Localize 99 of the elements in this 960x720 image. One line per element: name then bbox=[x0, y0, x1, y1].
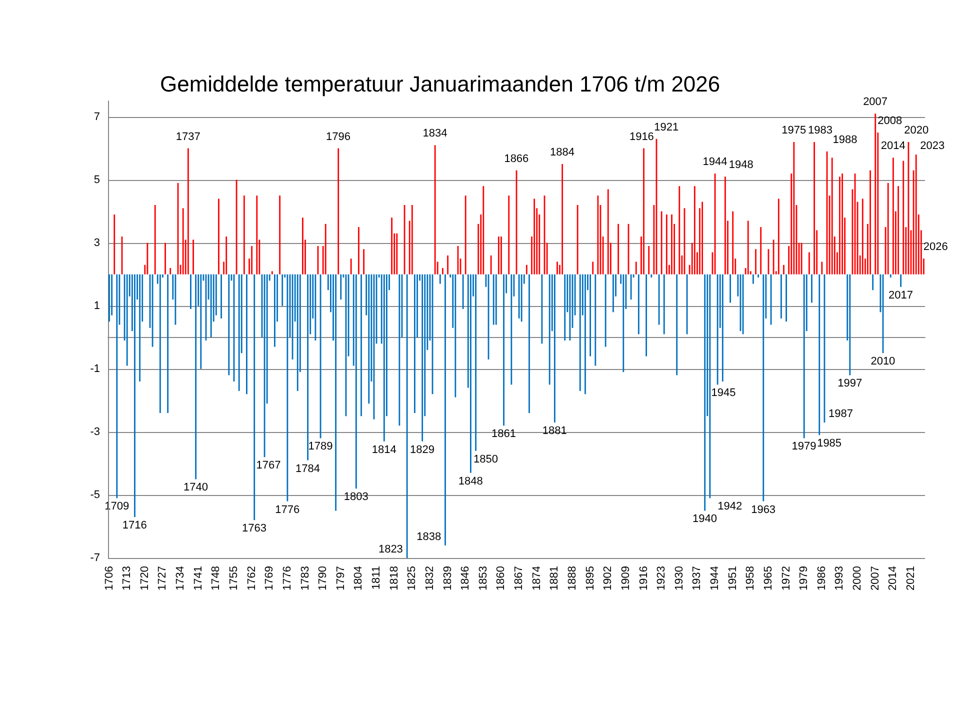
annotation: 1944 bbox=[702, 156, 728, 168]
x-tick-label: 1741 bbox=[192, 566, 204, 590]
annotation: 1963 bbox=[751, 504, 776, 516]
y-tick-label: -1 bbox=[90, 362, 100, 375]
x-tick-label: 1790 bbox=[317, 566, 330, 590]
x-tick-label: 1881 bbox=[548, 566, 561, 590]
x-tick-label: 1874 bbox=[530, 566, 543, 590]
x-tick-label: 1916 bbox=[638, 566, 650, 590]
x-tick-label: 1755 bbox=[228, 566, 240, 590]
x-tick-label: 1769 bbox=[264, 566, 276, 590]
annotation: 1767 bbox=[256, 460, 281, 472]
annotation: 2017 bbox=[888, 289, 914, 302]
annotation: 1884 bbox=[550, 146, 574, 159]
x-tick-label: 1867 bbox=[513, 566, 526, 590]
annotation: 1997 bbox=[838, 378, 862, 390]
x-tick-label: 1762 bbox=[246, 566, 258, 590]
annotation: 1987 bbox=[828, 408, 853, 420]
x-tick-label: 1832 bbox=[424, 566, 436, 590]
y-tick-label: -3 bbox=[90, 426, 100, 438]
annotation: 1861 bbox=[491, 428, 516, 440]
x-tick-label: 1895 bbox=[584, 566, 596, 590]
annotation: 2026 bbox=[923, 241, 948, 254]
x-tick-label: 1986 bbox=[816, 566, 828, 590]
x-tick-label: 1839 bbox=[442, 566, 454, 590]
annotation: 1796 bbox=[326, 130, 351, 143]
x-tick-label: 1825 bbox=[406, 566, 418, 590]
x-tick-label: 1909 bbox=[620, 566, 632, 590]
annotation: 2007 bbox=[863, 96, 888, 108]
annotation: 2010 bbox=[870, 356, 896, 368]
annotation: 1916 bbox=[629, 130, 654, 143]
annotation: 1850 bbox=[473, 453, 498, 466]
x-tick-label: 1979 bbox=[798, 566, 810, 590]
x-tick-label: 1993 bbox=[834, 566, 846, 590]
x-tick-label: 1706 bbox=[103, 566, 116, 590]
x-tick-label: 1727 bbox=[156, 566, 169, 590]
x-tick-label: 1972 bbox=[780, 566, 792, 590]
x-tick-label: 1951 bbox=[726, 566, 739, 590]
annotation: 2008 bbox=[878, 115, 902, 128]
y-tick-label: 7 bbox=[94, 110, 100, 123]
x-tick-label: 1853 bbox=[477, 566, 490, 590]
annotation: 1975 bbox=[782, 124, 806, 136]
annotation: 1940 bbox=[692, 513, 718, 526]
annotation: 1803 bbox=[344, 491, 368, 504]
annotation: 1823 bbox=[378, 544, 403, 556]
annotation: 2023 bbox=[920, 140, 945, 152]
x-tick-label: 1734 bbox=[174, 566, 187, 590]
y-tick-label: 1 bbox=[94, 300, 100, 312]
annotation: 1814 bbox=[372, 444, 396, 456]
x-tick-label: 1783 bbox=[299, 566, 312, 590]
annotation: 1881 bbox=[542, 424, 567, 437]
annotation: 1784 bbox=[295, 462, 320, 475]
x-tick-label: 1923 bbox=[656, 566, 668, 590]
x-tick-label: 1818 bbox=[388, 566, 400, 590]
annotation: 1866 bbox=[504, 152, 529, 165]
annotation: 1740 bbox=[184, 482, 208, 494]
annotation: 1988 bbox=[832, 134, 858, 146]
x-tick-label: 2014 bbox=[887, 566, 900, 590]
x-tick-label: 1776 bbox=[281, 566, 294, 590]
annotation: 1776 bbox=[275, 504, 300, 516]
x-tick-label: 1958 bbox=[744, 566, 757, 590]
annotation: 1716 bbox=[122, 520, 147, 532]
x-tick-label: 1930 bbox=[673, 566, 686, 590]
x-tick-label: 1846 bbox=[460, 566, 472, 590]
y-tick-label: 5 bbox=[94, 174, 100, 186]
x-tick-label: 1713 bbox=[121, 566, 134, 590]
x-tick-label: 1811 bbox=[370, 566, 383, 590]
annotation: 1921 bbox=[654, 121, 679, 134]
annotation: 2014 bbox=[880, 140, 906, 152]
y-tick-label: -7 bbox=[90, 552, 100, 564]
y-tick-label: -5 bbox=[90, 488, 100, 501]
x-tick-label: 1797 bbox=[334, 566, 347, 590]
x-tick-label: 1804 bbox=[352, 566, 365, 590]
annotation: 1942 bbox=[718, 500, 742, 513]
x-tick-label: 2007 bbox=[869, 566, 882, 590]
x-tick-label: 1720 bbox=[138, 566, 151, 590]
annotation: 1945 bbox=[711, 387, 736, 400]
y-tick-label: 3 bbox=[94, 236, 100, 249]
x-tick-label: 1888 bbox=[566, 566, 578, 590]
x-tick-label: 1965 bbox=[762, 566, 774, 590]
annotation: 1979 bbox=[792, 440, 816, 453]
chart-title: Gemiddelde temperatuur Januarimaanden 1706 t/m 2026 bbox=[160, 72, 720, 96]
annotation: 1838 bbox=[416, 530, 442, 543]
x-tick-label: 1860 bbox=[495, 566, 508, 590]
annotation: 1848 bbox=[458, 475, 483, 488]
annotation: 1983 bbox=[808, 124, 832, 136]
annotation: 2020 bbox=[904, 124, 929, 136]
annotation: 1737 bbox=[176, 130, 200, 143]
annotation: 1834 bbox=[422, 128, 448, 140]
annotation: 1948 bbox=[728, 159, 754, 172]
x-tick-label: 1944 bbox=[709, 566, 722, 590]
x-tick-label: 1748 bbox=[210, 566, 222, 590]
x-tick-label: 2000 bbox=[852, 566, 864, 590]
annotation: 1763 bbox=[242, 522, 267, 535]
x-tick-label: 2021 bbox=[905, 566, 917, 590]
annotation: 1789 bbox=[308, 440, 333, 453]
annotation: 1829 bbox=[410, 444, 435, 456]
annotation: 1985 bbox=[817, 438, 842, 450]
x-tick-label: 1937 bbox=[691, 566, 704, 590]
x-tick-label: 1902 bbox=[602, 566, 614, 590]
